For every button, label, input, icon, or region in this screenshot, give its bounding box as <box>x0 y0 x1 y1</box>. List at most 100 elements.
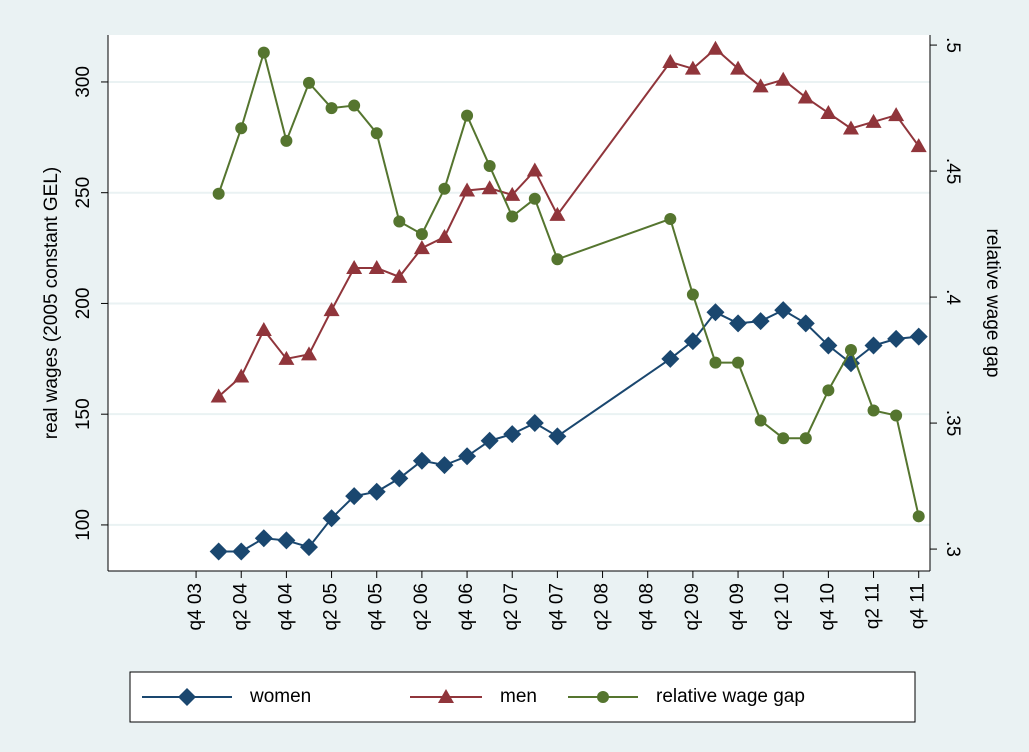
marker <box>548 427 567 446</box>
marker <box>299 538 318 557</box>
marker <box>504 186 521 201</box>
marker <box>346 260 363 275</box>
x-tick-label: q2 06 <box>411 583 432 631</box>
y2-tick-label: .4 <box>942 289 963 305</box>
x-tick-label: q4 10 <box>817 583 838 631</box>
marker <box>212 187 225 200</box>
marker <box>528 192 541 205</box>
marker <box>890 409 903 422</box>
x-tick-label: q2 11 <box>863 583 884 629</box>
x-tick-label: q4 04 <box>275 583 296 631</box>
marker <box>909 327 928 346</box>
legend-marker <box>597 691 609 703</box>
marker <box>412 451 431 470</box>
legend-label: men <box>500 686 537 707</box>
x-tick-label: q4 03 <box>185 583 206 631</box>
marker <box>842 120 859 135</box>
marker <box>844 343 857 356</box>
marker <box>458 447 477 466</box>
marker <box>867 404 880 417</box>
marker <box>729 314 748 333</box>
x-tick-label: q2 05 <box>321 583 342 631</box>
marker <box>774 301 793 320</box>
marker <box>257 46 270 59</box>
marker <box>797 89 814 104</box>
marker <box>799 432 812 445</box>
marker <box>280 134 293 147</box>
marker <box>461 109 474 122</box>
marker <box>210 388 227 403</box>
marker <box>551 253 564 266</box>
legend-box <box>129 671 916 723</box>
marker <box>391 268 408 283</box>
marker <box>910 138 927 153</box>
y2-tick-label: .5 <box>942 37 963 53</box>
marker <box>323 302 340 317</box>
marker <box>209 542 228 561</box>
marker <box>822 384 835 397</box>
y-axis-title: real wages (2005 constant GEL) <box>41 167 62 440</box>
marker <box>664 212 677 225</box>
marker <box>322 509 341 528</box>
marker <box>754 414 767 427</box>
marker <box>888 107 905 122</box>
marker <box>278 350 295 365</box>
marker <box>413 240 430 255</box>
marker <box>481 180 498 195</box>
marker <box>480 431 499 450</box>
marker <box>549 206 566 221</box>
marker <box>526 162 543 177</box>
marker <box>752 78 769 93</box>
marker <box>370 127 383 140</box>
marker <box>232 542 251 561</box>
marker <box>865 113 882 128</box>
x-tick-label: q2 04 <box>230 583 251 631</box>
marker <box>796 314 815 333</box>
marker <box>819 336 838 355</box>
legend-marker <box>438 689 454 703</box>
x-tick-label: q4 08 <box>637 583 658 631</box>
marker <box>438 182 451 195</box>
marker <box>912 510 925 523</box>
y-tick-label: 100 <box>73 509 94 541</box>
marker <box>684 60 701 75</box>
marker <box>254 529 273 548</box>
marker <box>661 349 680 368</box>
marker <box>233 368 250 383</box>
marker <box>393 215 406 228</box>
marker <box>277 531 296 550</box>
marker <box>751 312 770 331</box>
legend-marker <box>178 688 196 706</box>
marker <box>415 228 428 241</box>
x-tick-label: q2 10 <box>772 583 793 631</box>
marker <box>683 332 702 351</box>
series-line <box>218 308 919 553</box>
marker <box>300 346 317 361</box>
marker <box>775 71 792 86</box>
x-tick-label: q2 09 <box>682 583 703 631</box>
marker <box>345 487 364 506</box>
y2-tick-label: .45 <box>942 158 963 184</box>
x-tick-label: q4 05 <box>366 583 387 631</box>
legend-label: women <box>249 686 311 707</box>
x-tick-label: q4 06 <box>456 583 477 631</box>
x-tick-label: q4 11 <box>908 583 929 629</box>
marker <box>436 228 453 243</box>
marker <box>506 210 519 223</box>
y-tick-label: 250 <box>73 177 94 209</box>
marker <box>483 160 496 173</box>
y-tick-label: 200 <box>73 288 94 320</box>
marker <box>348 99 361 112</box>
marker <box>367 482 386 501</box>
marker <box>459 182 476 197</box>
marker <box>706 303 725 322</box>
marker <box>887 329 906 348</box>
marker <box>662 54 679 69</box>
marker <box>325 102 338 115</box>
marker <box>235 122 248 135</box>
marker <box>730 60 747 75</box>
marker <box>732 356 745 369</box>
marker <box>390 469 409 488</box>
marker <box>302 76 315 89</box>
